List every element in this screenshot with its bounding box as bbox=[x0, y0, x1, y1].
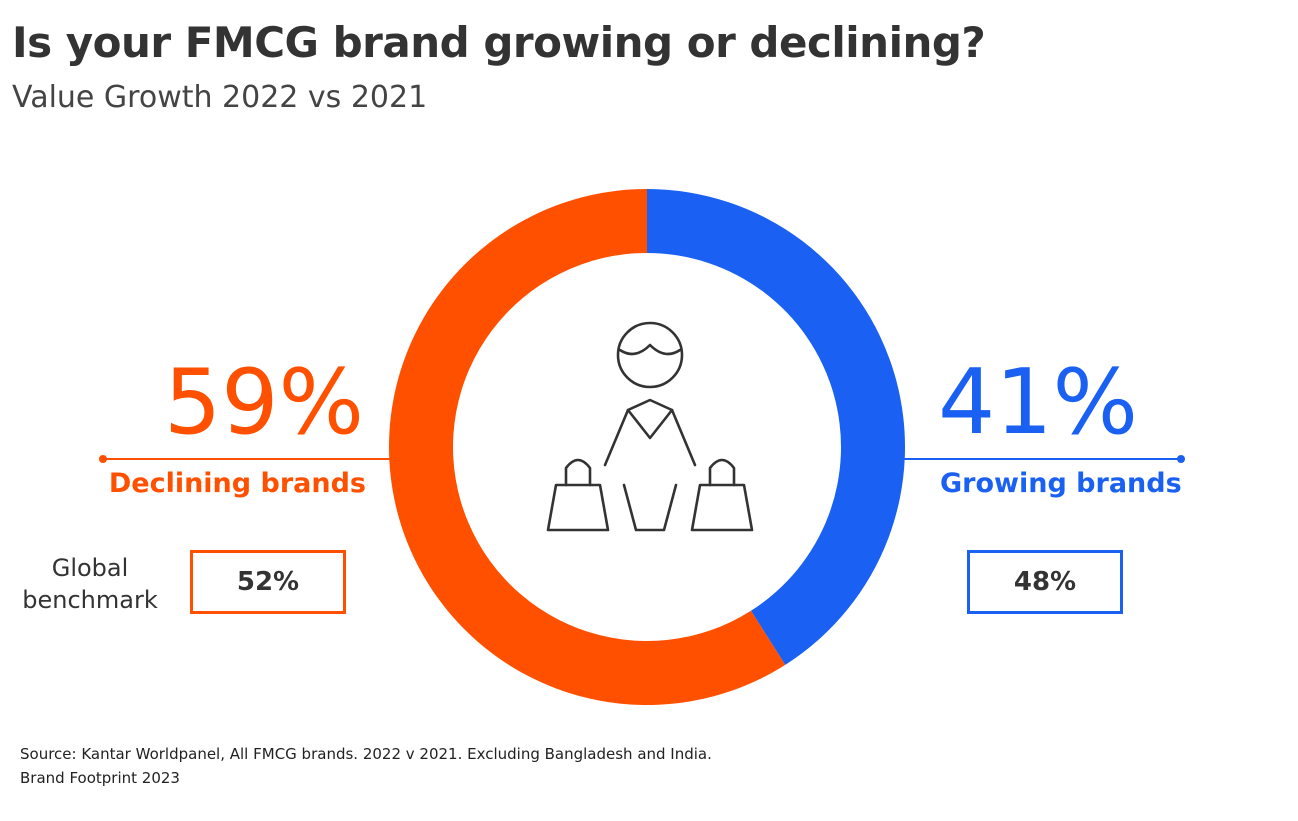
donut-slice-declining-brands bbox=[389, 189, 786, 705]
declining-benchmark-box: 52% bbox=[190, 550, 346, 614]
credit-text: Brand Footprint 2023 bbox=[20, 769, 180, 787]
donut-slices bbox=[389, 189, 906, 705]
growing-percent: 41% bbox=[938, 350, 1139, 455]
growing-benchmark-box: 48% bbox=[967, 550, 1123, 614]
growing-label: Growing brands bbox=[940, 468, 1182, 499]
declining-label: Declining brands bbox=[108, 468, 366, 499]
page-title: Is your FMCG brand growing or declining? bbox=[12, 18, 986, 67]
page-subtitle: Value Growth 2022 vs 2021 bbox=[12, 80, 428, 115]
benchmark-label: Global benchmark bbox=[22, 554, 158, 614]
shopper-with-bags-icon bbox=[546, 321, 754, 532]
right-connector bbox=[902, 455, 1185, 463]
source-text: Source: Kantar Worldpanel, All FMCG bran… bbox=[20, 745, 712, 763]
source-note: Source: Kantar Worldpanel, All FMCG bran… bbox=[20, 742, 712, 790]
left-connector bbox=[99, 455, 392, 463]
donut-slice-growing-brands bbox=[647, 189, 906, 665]
declining-percent: 59% bbox=[163, 350, 364, 455]
